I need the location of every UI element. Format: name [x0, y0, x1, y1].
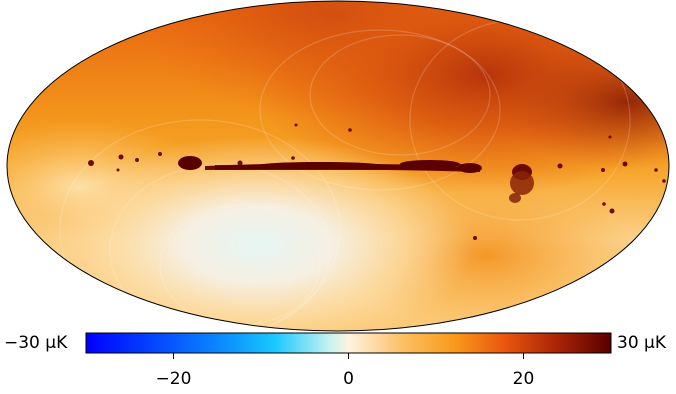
- colorbar: [85, 332, 612, 354]
- colorbar-max-label: 30 μK: [617, 333, 666, 353]
- point-sources: [88, 123, 666, 240]
- colorbar-min-label: −30 μK: [4, 333, 68, 353]
- colorbar-tick-label: 0: [343, 369, 354, 389]
- colorbar-ticks: [173, 353, 524, 359]
- map-outline: [6, 0, 670, 332]
- colorbar-tick-label: −20: [155, 369, 192, 389]
- galactic-plane: [178, 156, 534, 203]
- colorbar-tick-label: 20: [512, 369, 535, 389]
